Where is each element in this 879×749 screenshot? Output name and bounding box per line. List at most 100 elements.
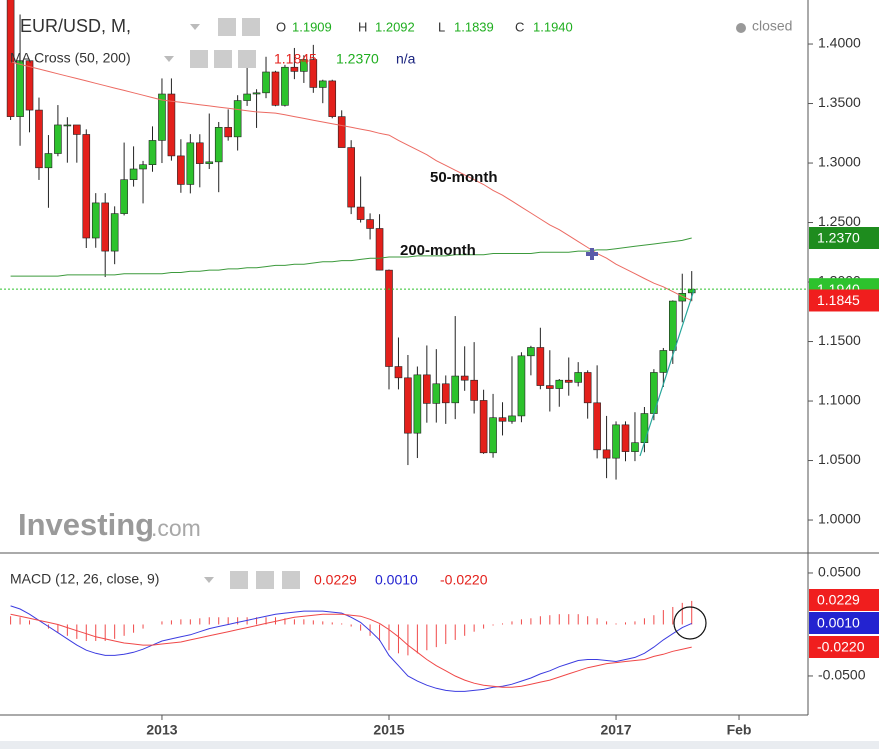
candle-body bbox=[148, 140, 157, 165]
candle-body bbox=[139, 164, 147, 170]
candle-body bbox=[479, 400, 488, 454]
eye-icon[interactable] bbox=[190, 50, 208, 68]
x-tick-label: Feb bbox=[727, 722, 752, 738]
candle-body bbox=[470, 379, 478, 401]
open-label: O bbox=[276, 19, 286, 34]
candle-body bbox=[621, 424, 630, 452]
macd-title: MACD (12, 26, close, 9) bbox=[10, 571, 159, 587]
candle-body bbox=[460, 375, 469, 381]
candle-body bbox=[309, 59, 318, 88]
candle-body bbox=[489, 417, 497, 454]
ma200-price-label: 1.2370 bbox=[817, 230, 860, 246]
macd-line bbox=[10, 605, 692, 692]
y-tick-label: 1.3500 bbox=[818, 94, 861, 110]
ma200-value: 1.2370 bbox=[336, 51, 379, 67]
line-annotation: 50-month bbox=[430, 169, 498, 186]
close-label: C bbox=[515, 19, 524, 34]
candle-body bbox=[640, 413, 649, 443]
candle-body bbox=[356, 206, 365, 220]
candle-body bbox=[82, 134, 91, 239]
candle-body bbox=[25, 60, 34, 111]
candle-body bbox=[574, 372, 583, 383]
settings-icon[interactable] bbox=[256, 571, 274, 589]
settings-icon[interactable] bbox=[214, 50, 232, 68]
close-icon[interactable] bbox=[238, 50, 256, 68]
signal-label-box bbox=[809, 636, 879, 658]
y-tick-label: 0.0500 bbox=[818, 564, 861, 580]
y-tick-label: 1.0000 bbox=[818, 511, 861, 527]
candle-body bbox=[186, 142, 195, 185]
high-label: H bbox=[358, 19, 367, 34]
symbol-title: EUR/USD, M, bbox=[20, 16, 131, 36]
ma50-price-label: 1.1845 bbox=[817, 292, 860, 308]
macd-hist-value: 0.0229 bbox=[314, 572, 357, 588]
macd-histogram-label-box bbox=[809, 589, 879, 611]
indicator-title: MA Cross (50, 200) bbox=[10, 50, 131, 66]
candle-body bbox=[44, 153, 53, 169]
candle-body bbox=[233, 100, 242, 138]
candle-body bbox=[73, 124, 81, 135]
candle-body bbox=[252, 92, 261, 95]
moving-average-line bbox=[10, 237, 692, 277]
eye-icon[interactable] bbox=[230, 571, 248, 589]
candle-body bbox=[508, 415, 516, 422]
candle-body bbox=[158, 93, 166, 141]
candle-body bbox=[167, 93, 176, 157]
settings-icon[interactable] bbox=[242, 18, 260, 36]
candle-body bbox=[243, 93, 251, 101]
candle-body bbox=[318, 80, 327, 88]
y-tick-label: 1.3000 bbox=[818, 154, 861, 170]
candle-body bbox=[527, 347, 535, 357]
trend-line bbox=[639, 289, 695, 457]
highlight-circle bbox=[673, 606, 707, 640]
candle-body bbox=[404, 377, 412, 434]
eye-icon[interactable] bbox=[218, 18, 236, 36]
candle-body bbox=[271, 71, 280, 106]
candle-body bbox=[451, 375, 460, 404]
macd-label: 0.0010 bbox=[817, 615, 860, 631]
close-icon[interactable] bbox=[282, 571, 300, 589]
x-tick-label: 2013 bbox=[146, 722, 177, 738]
watermark: Investing bbox=[18, 507, 154, 542]
candle-body bbox=[631, 442, 639, 452]
dropdown-icon[interactable] bbox=[164, 56, 174, 62]
candle-body bbox=[347, 147, 355, 208]
candle-body bbox=[375, 228, 384, 271]
dropdown-icon[interactable] bbox=[190, 24, 200, 30]
candle-body bbox=[129, 168, 138, 180]
y-tick-label: 1.2500 bbox=[818, 213, 861, 229]
candle-body bbox=[290, 66, 299, 72]
ma200-price-label-box bbox=[809, 227, 879, 250]
signal-label: -0.0220 bbox=[817, 639, 865, 655]
y-tick-label: 1.1500 bbox=[818, 332, 861, 348]
y-tick-label: -0.0500 bbox=[818, 667, 866, 683]
candle-body bbox=[385, 269, 393, 367]
y-tick-label: 1.4000 bbox=[818, 35, 861, 51]
macd-line bbox=[10, 613, 692, 688]
candle-body bbox=[593, 402, 601, 451]
high-value: 1.2092 bbox=[375, 19, 415, 34]
status: closed bbox=[752, 18, 792, 34]
y-tick-label: 1.0500 bbox=[818, 451, 861, 467]
dropdown-icon[interactable] bbox=[204, 577, 214, 583]
na-value: n/a bbox=[396, 51, 416, 67]
low-value: 1.1839 bbox=[454, 19, 494, 34]
candle-body bbox=[536, 347, 545, 386]
candle-body bbox=[517, 355, 526, 417]
candle-body bbox=[101, 202, 109, 252]
candle-body bbox=[337, 116, 346, 148]
candle-body bbox=[205, 161, 214, 164]
x-tick-label: 2017 bbox=[600, 722, 631, 738]
candle-body bbox=[659, 350, 668, 373]
candle-body bbox=[602, 449, 611, 459]
candle-body bbox=[441, 383, 450, 404]
candle-body bbox=[196, 142, 204, 164]
x-tick-label: 2015 bbox=[373, 722, 404, 738]
candle-body bbox=[6, 0, 15, 117]
signal-value: -0.0220 bbox=[440, 572, 488, 588]
candle-body bbox=[328, 80, 337, 117]
candle-body bbox=[63, 124, 72, 127]
